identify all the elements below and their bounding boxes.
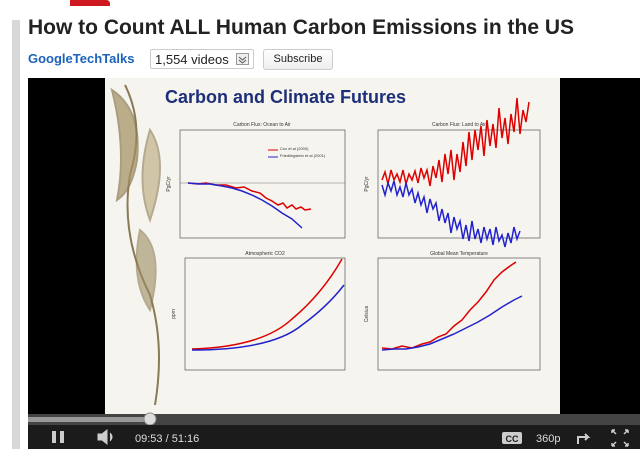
legend-entry: Friedlingstein et al (2001) [280, 153, 326, 158]
sidebar [12, 20, 20, 449]
quality-button[interactable]: 360p [536, 433, 560, 445]
video-title: How to Count ALL Human Carbon Emissions … [28, 16, 574, 40]
slide-title: Carbon and Climate Futures [165, 87, 406, 107]
logo-fragment [70, 0, 110, 6]
panel-y-label: ppm [171, 309, 177, 319]
time-display: 09:53 / 51:16 [135, 433, 199, 445]
panel-y-label: Celsius [364, 305, 370, 322]
video-count-text: 1,554 videos [155, 52, 229, 67]
panel-title: Carbon Flux: Ocean to Air [233, 122, 291, 128]
subscribe-button[interactable]: Subscribe [263, 49, 333, 70]
panel-title: Atmospheric CO2 [245, 251, 285, 257]
panel-y-label: PgC/yr [364, 176, 370, 192]
progress-played [28, 417, 150, 422]
dropdown-icon[interactable] [236, 53, 249, 65]
legend-entry: Cox et al (2000) [280, 146, 309, 151]
progress-handle[interactable] [144, 413, 156, 425]
panel-title: Carbon Flux: Land to Air [432, 122, 486, 128]
panel-title: Global Mean Temperature [430, 251, 488, 257]
panel-y-label: PgC/yr [166, 176, 172, 192]
channel-link[interactable]: GoogleTechTalks [28, 51, 134, 66]
captions-label: CC [506, 434, 519, 444]
page: Carbon and Climate Futures Carbon Flux: … [0, 0, 644, 449]
